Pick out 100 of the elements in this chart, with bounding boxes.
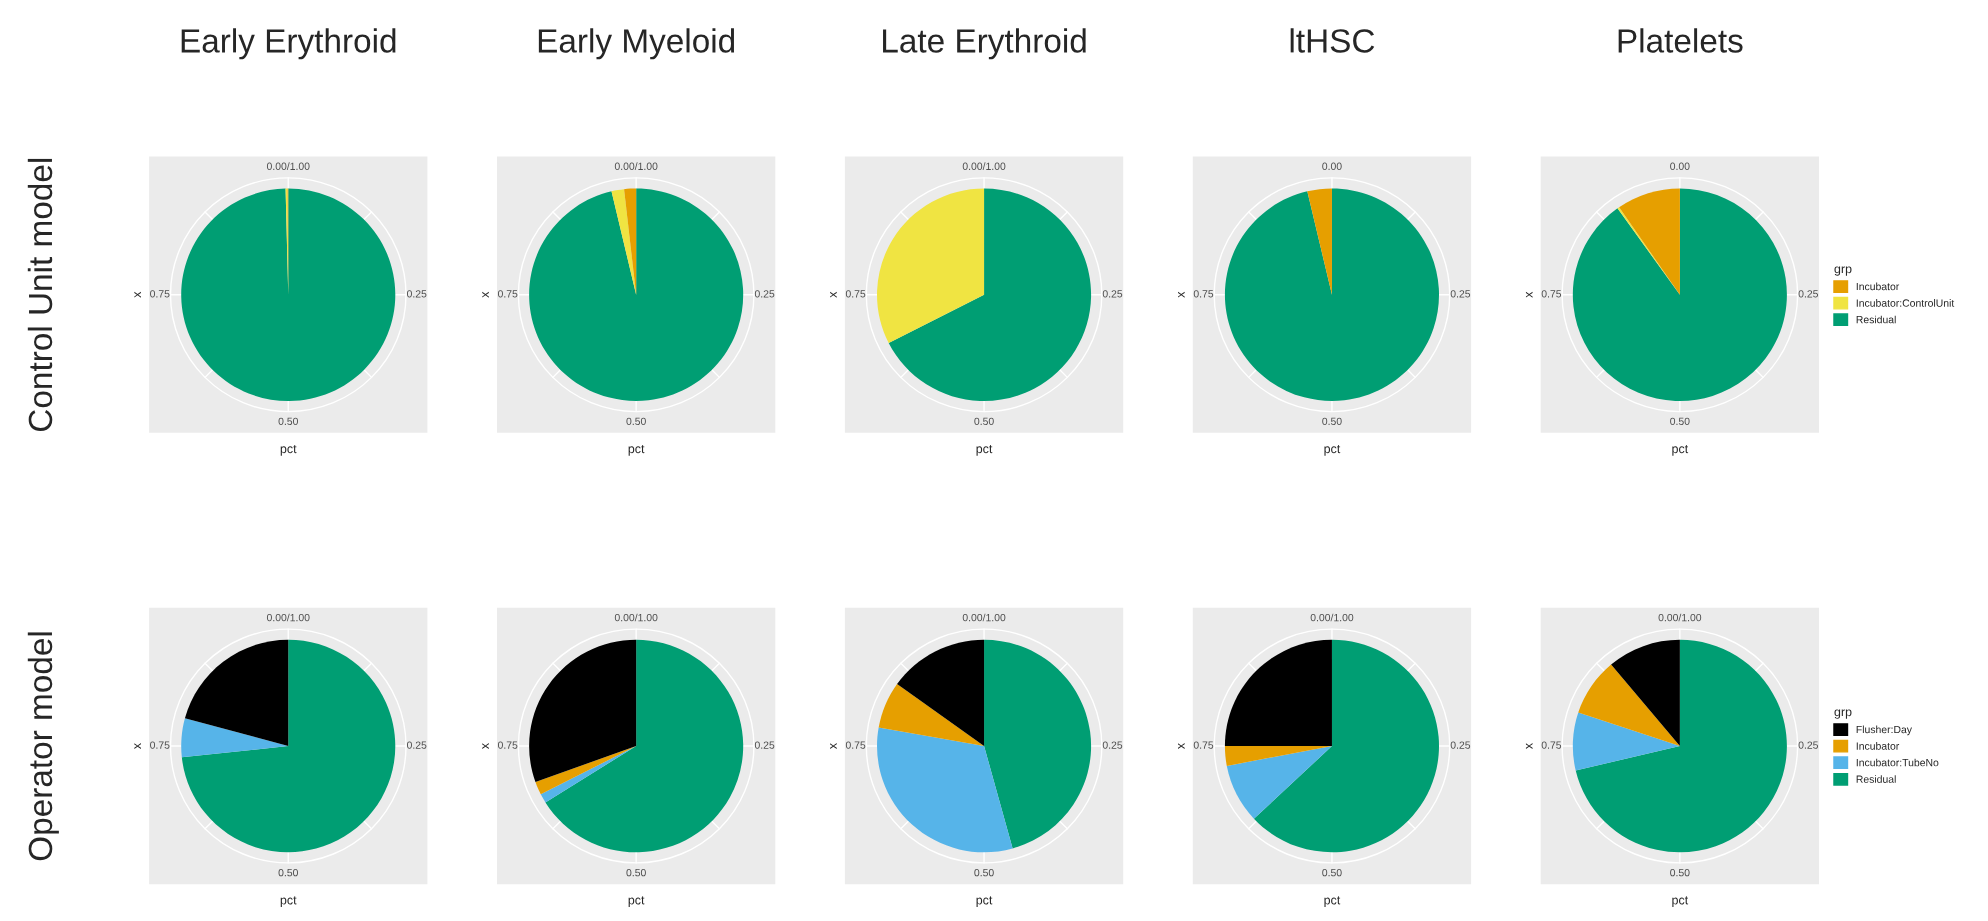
text: 0.50: [278, 417, 298, 426]
pie-slice: [1575, 639, 1787, 853]
text: pct: [1672, 444, 1689, 456]
chart-title: Early Myeloid: [538, 28, 735, 60]
pie-slice: [877, 727, 1013, 853]
pie-slice: [1578, 664, 1680, 747]
pie-slice: [529, 188, 744, 401]
pie-slice: [1253, 639, 1440, 853]
text: 0.00/1.00: [962, 613, 1006, 622]
pie-slice: [181, 639, 396, 853]
text: 0.50: [974, 868, 994, 877]
pie-slice: [545, 639, 744, 853]
text: x: [830, 291, 837, 298]
text: 0.50: [1670, 417, 1690, 426]
pie-slice: [877, 188, 985, 343]
text: 0.50: [626, 868, 646, 877]
text: 0.75: [1193, 741, 1214, 749]
text: x: [1525, 743, 1533, 749]
legend-label: Flusher:Day: [1856, 725, 1912, 736]
text: 0.75: [497, 290, 518, 298]
legend-title: grp: [1834, 709, 1852, 719]
chart-title: ltHSC: [1290, 28, 1375, 53]
text: 0.75: [497, 741, 518, 749]
text: pct: [628, 896, 645, 907]
text: 0.00: [1322, 162, 1342, 170]
legend-label: Residual: [1856, 775, 1896, 783]
legend-label: Incubator: [1856, 742, 1900, 750]
chart-title: Platelets: [1618, 28, 1743, 53]
pie-slice: [1572, 712, 1680, 771]
pie-slice: [611, 189, 637, 295]
pie-slice: [1224, 188, 1439, 401]
text: pct: [976, 896, 993, 907]
legend-label: Incubator:TubeNo: [1856, 758, 1939, 767]
text: x: [830, 743, 837, 749]
pie-slice: [1226, 746, 1332, 819]
text: 0.25: [1102, 290, 1123, 298]
pie-slice: [540, 746, 637, 803]
text: 0.00/1.00: [266, 162, 310, 170]
pie-slice: [897, 639, 985, 747]
text: 0.75: [150, 290, 170, 298]
pie-slice: [984, 639, 1092, 849]
text: 0.75: [1193, 290, 1214, 298]
text: 0.50: [1322, 417, 1342, 426]
pie-slice: [184, 639, 289, 747]
text: 0.50: [1322, 868, 1342, 877]
text: x: [134, 291, 141, 298]
text: 0.25: [406, 741, 427, 749]
text: 0.75: [150, 741, 170, 749]
text: pct: [1324, 896, 1341, 907]
text: 0.75: [1541, 741, 1562, 749]
text: x: [482, 743, 489, 749]
legend-label: Residual: [1856, 315, 1896, 324]
text: x: [1525, 291, 1533, 298]
text: 0.50: [626, 417, 646, 426]
text: pct: [976, 444, 993, 456]
text: 0.25: [754, 290, 775, 298]
pie-slice: [1611, 639, 1680, 747]
pie-slice: [888, 188, 1092, 401]
text: x: [134, 743, 141, 749]
text: 0.50: [974, 417, 994, 426]
text: 0.25: [406, 290, 427, 298]
text: 0.25: [1798, 290, 1819, 298]
text: x: [1178, 743, 1185, 749]
text: pct: [1672, 896, 1689, 907]
pie-slice: [1224, 639, 1332, 747]
text: pct: [280, 896, 297, 907]
text: 0.25: [1450, 290, 1471, 298]
text: 0.25: [1798, 741, 1819, 749]
text: 0.75: [845, 741, 866, 749]
text: 0.25: [1450, 741, 1471, 749]
legend-label: Incubator:ControlUnit: [1856, 299, 1955, 307]
text: 0.00: [1670, 162, 1690, 170]
text: 0.50: [278, 868, 298, 877]
chart-title: Early Erythroid: [181, 28, 396, 60]
pie-slice: [1619, 188, 1680, 295]
pie-slice: [181, 188, 396, 401]
text: Operator model: [27, 632, 59, 861]
pie-slice: [529, 639, 637, 783]
text: pct: [1324, 444, 1341, 456]
pie-slice: [1572, 188, 1787, 401]
pie-slice: [181, 718, 289, 758]
text: 0.00/1.00: [1310, 613, 1354, 622]
text: pct: [628, 444, 645, 456]
text: 0.00/1.00: [614, 613, 658, 622]
text: 0.75: [1541, 290, 1562, 298]
pie-slice: [1307, 188, 1332, 295]
text: pct: [280, 444, 297, 456]
text: x: [1178, 291, 1185, 298]
legend-title: grp: [1834, 266, 1852, 276]
text: x: [482, 291, 489, 298]
legend-label: Incubator: [1856, 282, 1900, 291]
text: 0.00/1.00: [614, 162, 658, 170]
text: 0.00/1.00: [1658, 613, 1702, 622]
text: 0.00/1.00: [962, 162, 1006, 170]
text: 0.75: [845, 290, 866, 298]
text: Control Unit model: [27, 158, 53, 432]
text: 0.50: [1670, 868, 1690, 877]
text: 0.00/1.00: [266, 613, 310, 622]
pie-slice: [1224, 746, 1332, 766]
chart-title: Late Erythroid: [883, 28, 1086, 60]
